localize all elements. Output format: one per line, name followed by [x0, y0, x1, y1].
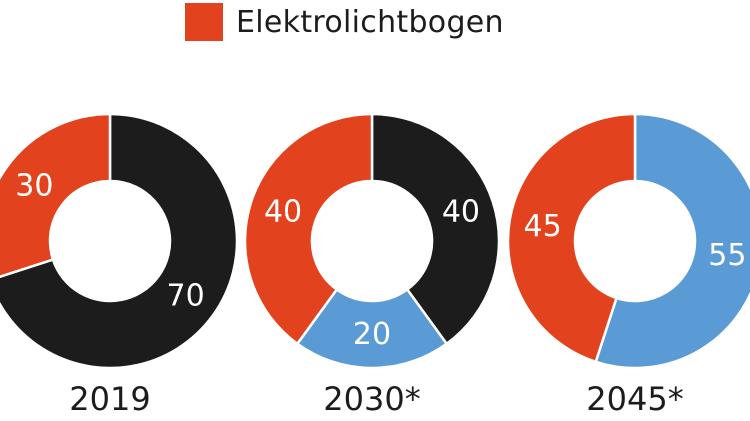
segment-value-label: 55 — [708, 238, 746, 273]
donut-2019: 70 30 — [0, 112, 239, 370]
donut-2030: 40 20 40 — [243, 112, 501, 370]
legend-swatch-electric-arc — [185, 3, 223, 41]
year-label-2030: 2030* — [323, 380, 421, 418]
segment-value-label: 30 — [15, 169, 53, 204]
segment-value-label: 70 — [167, 278, 205, 313]
segment-value-label: 40 — [442, 195, 480, 230]
legend: Elektrolichtbogen — [185, 2, 504, 42]
donut-2045: 55 45 — [506, 112, 750, 370]
segment-value-label: 45 — [524, 209, 562, 244]
donut-segment — [296, 288, 448, 370]
year-label-2045: 2045* — [586, 380, 684, 418]
donut-segment — [0, 112, 239, 370]
segment-value-label: 20 — [353, 317, 391, 352]
legend-label-electric-arc: Elektrolichtbogen — [236, 4, 504, 40]
donut-segment — [243, 112, 374, 345]
donut-segment — [506, 112, 637, 364]
donut-segment — [594, 112, 750, 370]
donut-segment — [370, 112, 501, 345]
year-label-2019: 2019 — [69, 380, 151, 418]
segment-value-label: 40 — [264, 195, 302, 230]
donut-segment — [0, 112, 112, 279]
